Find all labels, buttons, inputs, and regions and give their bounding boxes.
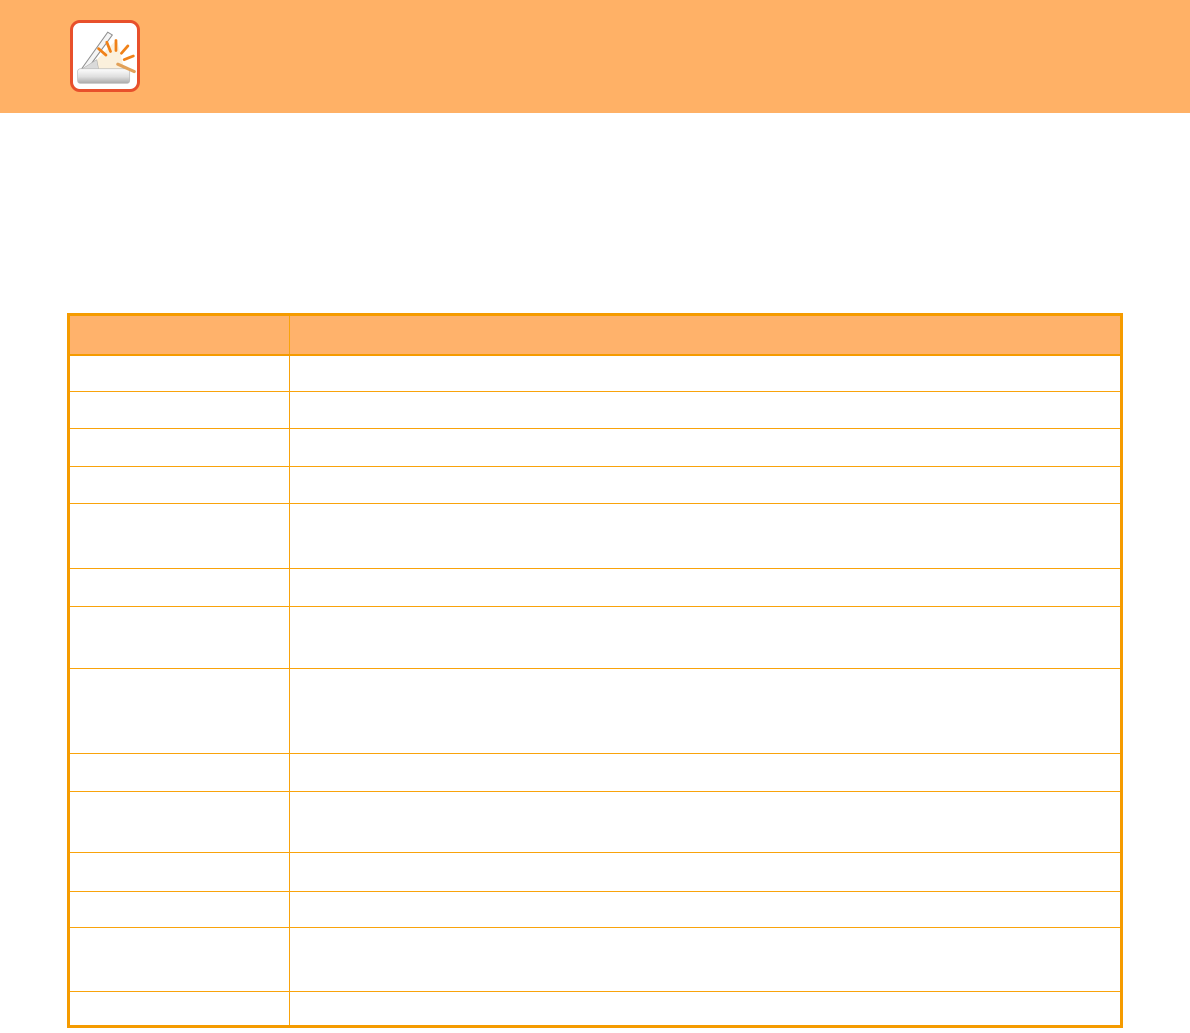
term-cell (68, 606, 290, 669)
description-cell (289, 568, 1122, 607)
table-row (68, 991, 1122, 1027)
table-row (68, 466, 1122, 504)
term-cell (68, 354, 290, 392)
description-cell (289, 668, 1122, 754)
table-header-cell-term (68, 314, 290, 356)
table-row (68, 568, 1122, 607)
description-cell (289, 354, 1122, 392)
table-header-cell-description (289, 314, 1122, 356)
table-row (68, 606, 1122, 669)
table-row (68, 753, 1122, 792)
table-row (68, 391, 1122, 429)
description-cell (289, 852, 1122, 892)
table-row (68, 927, 1122, 992)
term-cell (68, 466, 290, 504)
term-cell (68, 668, 290, 754)
table-row (68, 891, 1122, 928)
term-cell (68, 927, 290, 992)
description-cell (289, 791, 1122, 853)
term-cell (68, 891, 290, 928)
scanner-icon-graphic (77, 31, 136, 84)
description-cell (289, 753, 1122, 792)
network-scanner-icon (70, 20, 140, 92)
scanner-base (77, 68, 131, 84)
term-cell (68, 568, 290, 607)
table-row (68, 852, 1122, 892)
settings-table (67, 313, 1123, 1028)
table-body (68, 354, 1122, 1027)
term-cell (68, 391, 290, 429)
term-cell (68, 852, 290, 892)
table-row (68, 503, 1122, 569)
term-cell (68, 991, 290, 1027)
table-row (68, 428, 1122, 467)
description-cell (289, 891, 1122, 928)
description-cell (289, 606, 1122, 669)
table-header-row (68, 314, 1122, 356)
description-cell (289, 391, 1122, 429)
term-cell (68, 791, 290, 853)
description-cell (289, 503, 1122, 569)
table-row (68, 791, 1122, 853)
table-row (68, 668, 1122, 754)
term-cell (68, 428, 290, 467)
chapter-banner (0, 0, 1190, 113)
description-cell (289, 927, 1122, 992)
term-cell (68, 753, 290, 792)
scan-light-rays (97, 39, 135, 62)
description-cell (289, 991, 1122, 1027)
description-cell (289, 466, 1122, 504)
paper-corner (116, 62, 136, 74)
term-cell (68, 503, 290, 569)
table-row (68, 354, 1122, 392)
description-cell (289, 428, 1122, 467)
